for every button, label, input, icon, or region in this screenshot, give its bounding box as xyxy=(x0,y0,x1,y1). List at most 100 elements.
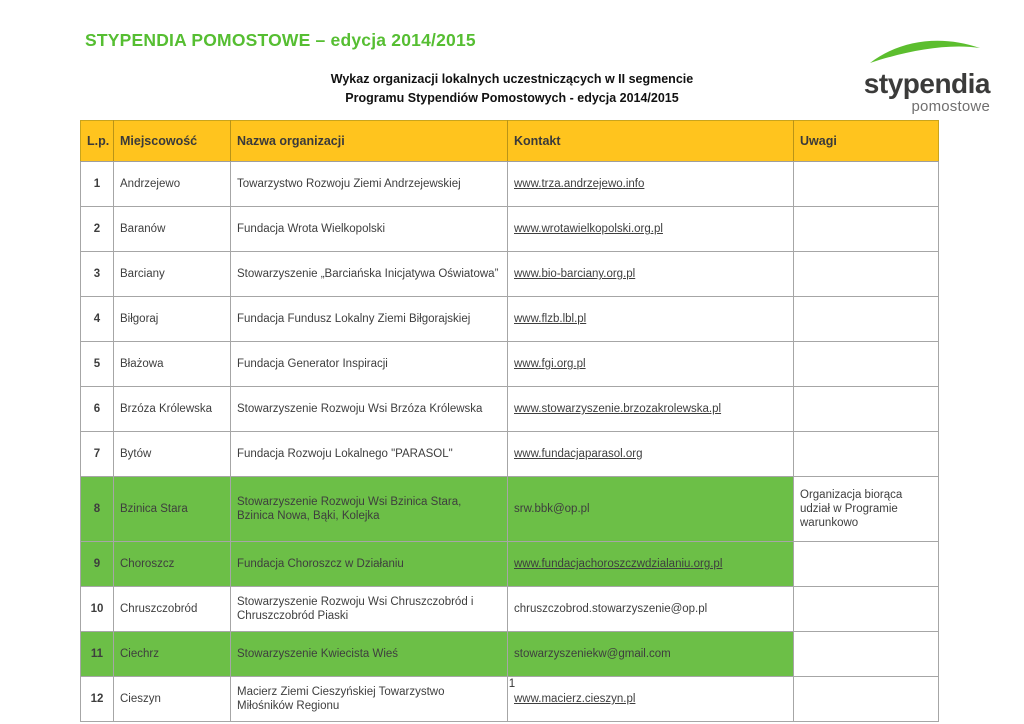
cell-uwagi xyxy=(793,341,939,387)
cell-miejscowosc: Baranów xyxy=(113,206,231,252)
logo-swoosh-icon xyxy=(870,40,980,63)
cell-nazwa: Stowarzyszenie Rozwoju Wsi Brzóza Królew… xyxy=(230,386,508,432)
cell-lp: 5 xyxy=(80,341,114,387)
cell-uwagi xyxy=(793,586,939,632)
cell-nazwa: Stowarzyszenie Kwiecista Wieś xyxy=(230,631,508,677)
cell-lp: 1 xyxy=(80,161,114,207)
cell-kontakt: chruszczobrod.stowarzyszenie@op.pl xyxy=(507,586,794,632)
table-row: 3 Barciany Stowarzyszenie „Barciańska Inic… xyxy=(80,251,939,297)
cell-nazwa: Stowarzyszenie Rozwoju Wsi Chruszczobród… xyxy=(230,586,508,632)
document-subtitle: Wykaz organizacji lokalnych uczestnicząc… xyxy=(0,70,1024,109)
contact-link[interactable]: www.stowarzyszenie.brzozakrolewska.pl xyxy=(514,403,722,415)
cell-lp: 10 xyxy=(80,586,114,632)
cell-lp: 2 xyxy=(80,206,114,252)
organizations-table: L.p. Miejscowość Nazwa organizacji Konta… xyxy=(80,120,939,722)
table-row: 2 Baranów Fundacja Wrota Wielkopolski www.w… xyxy=(80,206,939,252)
cell-kontakt: www.fundacjachoroszczwdzialaniu.org.pl xyxy=(507,541,794,587)
column-header-nazwa: Nazwa organizacji xyxy=(230,120,508,162)
cell-miejscowosc: Bzinica Stara xyxy=(113,476,231,542)
cell-miejscowosc: Bytów xyxy=(113,431,231,477)
cell-kontakt: www.stowarzyszenie.brzozakrolewska.pl xyxy=(507,386,794,432)
page-title: STYPENDIA POMOSTOWE – edycja 2014/2015 xyxy=(85,30,476,50)
cell-miejscowosc: Barciany xyxy=(113,251,231,297)
table-row: 11 Ciechrz Stowarzyszenie Kwiecista Wieś st… xyxy=(80,631,939,677)
cell-miejscowosc: Biłgoraj xyxy=(113,296,231,342)
table-row: 6 Brzóza Królewska Stowarzyszenie Rozwoju … xyxy=(80,386,939,432)
cell-uwagi xyxy=(793,386,939,432)
cell-nazwa: Fundacja Wrota Wielkopolski xyxy=(230,206,508,252)
brand-logo: stypendia pomostowe xyxy=(830,38,991,115)
cell-miejscowosc: Chruszczobród xyxy=(113,586,231,632)
cell-lp: 9 xyxy=(80,541,114,587)
cell-miejscowosc: Ciechrz xyxy=(113,631,231,677)
cell-miejscowosc: Andrzejewo xyxy=(113,161,231,207)
logo-brand-text: stypendia xyxy=(863,68,991,99)
cell-uwagi xyxy=(793,296,939,342)
contact-link[interactable]: www.wrotawielkopolski.org.pl xyxy=(514,223,663,235)
contact-email: stowarzyszeniekw@gmail.com xyxy=(514,648,671,660)
table-row: 9 Choroszcz Fundacja Choroszcz w Działaniu… xyxy=(80,541,939,587)
cell-uwagi: Organizacja biorąca udział w Programie w… xyxy=(793,476,939,542)
cell-kontakt: www.fgi.org.pl xyxy=(507,341,794,387)
column-header-miejscowosc: Miejscowość xyxy=(113,120,231,162)
contact-link[interactable]: www.macierz.cieszyn.pl xyxy=(514,693,636,705)
page-number: 1 xyxy=(508,678,516,690)
cell-nazwa: Fundacja Fundusz Lokalny Ziemi Biłgorajs… xyxy=(230,296,508,342)
cell-lp: 8 xyxy=(80,476,114,542)
cell-uwagi xyxy=(793,161,939,207)
cell-lp: 6 xyxy=(80,386,114,432)
cell-lp: 4 xyxy=(80,296,114,342)
cell-lp: 12 xyxy=(80,676,114,722)
cell-kontakt: stowarzyszeniekw@gmail.com xyxy=(507,631,794,677)
cell-uwagi xyxy=(793,541,939,587)
subtitle-line-2: Programu Stypendiów Pomostowych - edycja… xyxy=(345,91,679,106)
column-header-uwagi: Uwagi xyxy=(793,120,939,162)
cell-kontakt: www.bio-barciany.org.pl xyxy=(507,251,794,297)
cell-uwagi xyxy=(793,676,939,722)
subtitle-line-1: Wykaz organizacji lokalnych uczestnicząc… xyxy=(330,72,694,86)
cell-kontakt: www.trza.andrzejewo.info xyxy=(507,161,794,207)
cell-kontakt: srw.bbk@op.pl xyxy=(507,476,794,542)
contact-link[interactable]: www.fundacjaparasol.org xyxy=(514,448,643,460)
table-row: 7 Bytów Fundacja Rozwoju Lokalnego "PARASO… xyxy=(80,431,939,477)
contact-link[interactable]: www.fundacjachoroszczwdzialaniu.org.pl xyxy=(514,558,723,570)
table-row: 1 Andrzejewo Towarzystwo Rozwoju Ziemi And… xyxy=(80,161,939,207)
table-row: 4 Biłgoraj Fundacja Fundusz Lokalny Ziemi … xyxy=(80,296,939,342)
column-header-lp: L.p. xyxy=(80,120,114,162)
cell-nazwa: Fundacja Choroszcz w Działaniu xyxy=(230,541,508,587)
cell-nazwa: Fundacja Rozwoju Lokalnego "PARASOL" xyxy=(230,431,508,477)
cell-lp: 11 xyxy=(80,631,114,677)
table-row: 8 Bzinica Stara Stowarzyszenie Rozwoju Wsi… xyxy=(80,476,939,542)
cell-miejscowosc: Błażowa xyxy=(113,341,231,387)
table-row: 10 Chruszczobród Stowarzyszenie Rozwoju Ws… xyxy=(80,586,939,632)
cell-kontakt: www.macierz.cieszyn.pl xyxy=(507,676,794,722)
cell-kontakt: www.wrotawielkopolski.org.pl xyxy=(507,206,794,252)
column-header-kontakt: Kontakt xyxy=(507,120,794,162)
contact-email: chruszczobrod.stowarzyszenie@op.pl xyxy=(514,603,708,615)
cell-nazwa: Stowarzyszenie „Barciańska Inicjatywa Oś… xyxy=(230,251,508,297)
cell-miejscowosc: Brzóza Królewska xyxy=(113,386,231,432)
cell-uwagi xyxy=(793,431,939,477)
logo-brand-subtext: pomostowe xyxy=(911,98,990,115)
contact-link[interactable]: www.fgi.org.pl xyxy=(514,358,586,370)
cell-lp: 7 xyxy=(80,431,114,477)
cell-miejscowosc: Choroszcz xyxy=(113,541,231,587)
table-row: 12 Cieszyn Macierz Ziemi Cieszyńskiej Towa… xyxy=(80,676,939,722)
cell-uwagi xyxy=(793,206,939,252)
table-row: 5 Błażowa Fundacja Generator Inspiracji www… xyxy=(80,341,939,387)
cell-nazwa: Macierz Ziemi Cieszyńskiej Towarzystwo M… xyxy=(230,676,508,722)
cell-uwagi xyxy=(793,251,939,297)
contact-email: srw.bbk@op.pl xyxy=(514,503,590,515)
cell-nazwa: Fundacja Generator Inspiracji xyxy=(230,341,508,387)
table-header-row: L.p. Miejscowość Nazwa organizacji Konta… xyxy=(80,120,939,162)
contact-link[interactable]: www.flzb.lbl.pl xyxy=(514,313,587,325)
cell-nazwa: Stowarzyszenie Rozwoju Wsi Bzinica Stara… xyxy=(230,476,508,542)
contact-link[interactable]: www.trza.andrzejewo.info xyxy=(514,178,645,190)
contact-link[interactable]: www.bio-barciany.org.pl xyxy=(514,268,636,280)
cell-nazwa: Towarzystwo Rozwoju Ziemi Andrzejewskiej xyxy=(230,161,508,207)
cell-lp: 3 xyxy=(80,251,114,297)
cell-kontakt: www.flzb.lbl.pl xyxy=(507,296,794,342)
cell-kontakt: www.fundacjaparasol.org xyxy=(507,431,794,477)
cell-uwagi xyxy=(793,631,939,677)
